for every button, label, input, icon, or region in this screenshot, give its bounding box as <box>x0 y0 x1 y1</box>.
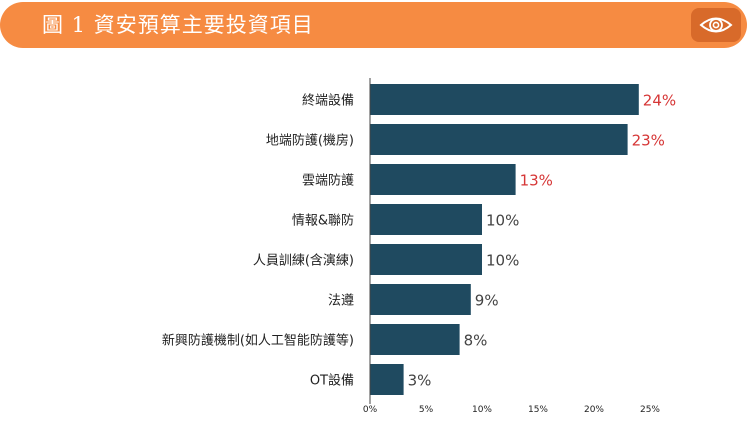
data-label: 3% <box>408 372 432 390</box>
bar <box>370 284 471 315</box>
category-label: 法遵 <box>328 293 354 309</box>
eye-icon[interactable] <box>691 8 741 42</box>
bar <box>370 204 482 235</box>
x-tick-label: 20% <box>584 405 604 415</box>
category-label: 雲端防護 <box>302 173 354 189</box>
category-label: 情報&聯防 <box>292 213 354 229</box>
title-banner: 圖 1 資安預算主要投資項目 <box>0 2 747 48</box>
bar <box>370 364 404 395</box>
category-label: 新興防護機制(如人工智能防護等) <box>162 333 354 349</box>
data-label: 8% <box>464 332 488 350</box>
bar <box>370 164 516 195</box>
category-label: 地端防護(機房) <box>266 133 354 149</box>
data-label: 13% <box>520 172 553 190</box>
x-tick-group: 0% 5% 10% 15% 20% 25% <box>363 405 661 415</box>
category-label: 終端設備 <box>302 93 354 109</box>
category-label: 人員訓練(含演練) <box>253 253 354 269</box>
bar <box>370 84 639 115</box>
category-label: OT設備 <box>310 373 354 389</box>
bars-group: 終端設備 24% 地端防護(機房) 23% 雲端防護 13% 情報&聯防 10% 人員訓練(含演… <box>162 84 676 395</box>
data-label: 10% <box>486 252 519 270</box>
x-tick-label: 15% <box>528 405 548 415</box>
bar <box>370 124 628 155</box>
data-label: 24% <box>643 92 676 110</box>
x-tick-label: 0% <box>363 405 378 415</box>
x-tick-label: 25% <box>640 405 660 415</box>
eye-icon-graphic <box>699 17 733 33</box>
data-label: 23% <box>632 132 665 150</box>
data-label: 10% <box>486 212 519 230</box>
page-title: 圖 1 資安預算主要投資項目 <box>42 13 314 37</box>
bar <box>370 324 460 355</box>
x-tick-label: 5% <box>419 405 434 415</box>
x-tick-label: 10% <box>472 405 492 415</box>
bar <box>370 244 482 275</box>
data-label: 9% <box>475 292 499 310</box>
